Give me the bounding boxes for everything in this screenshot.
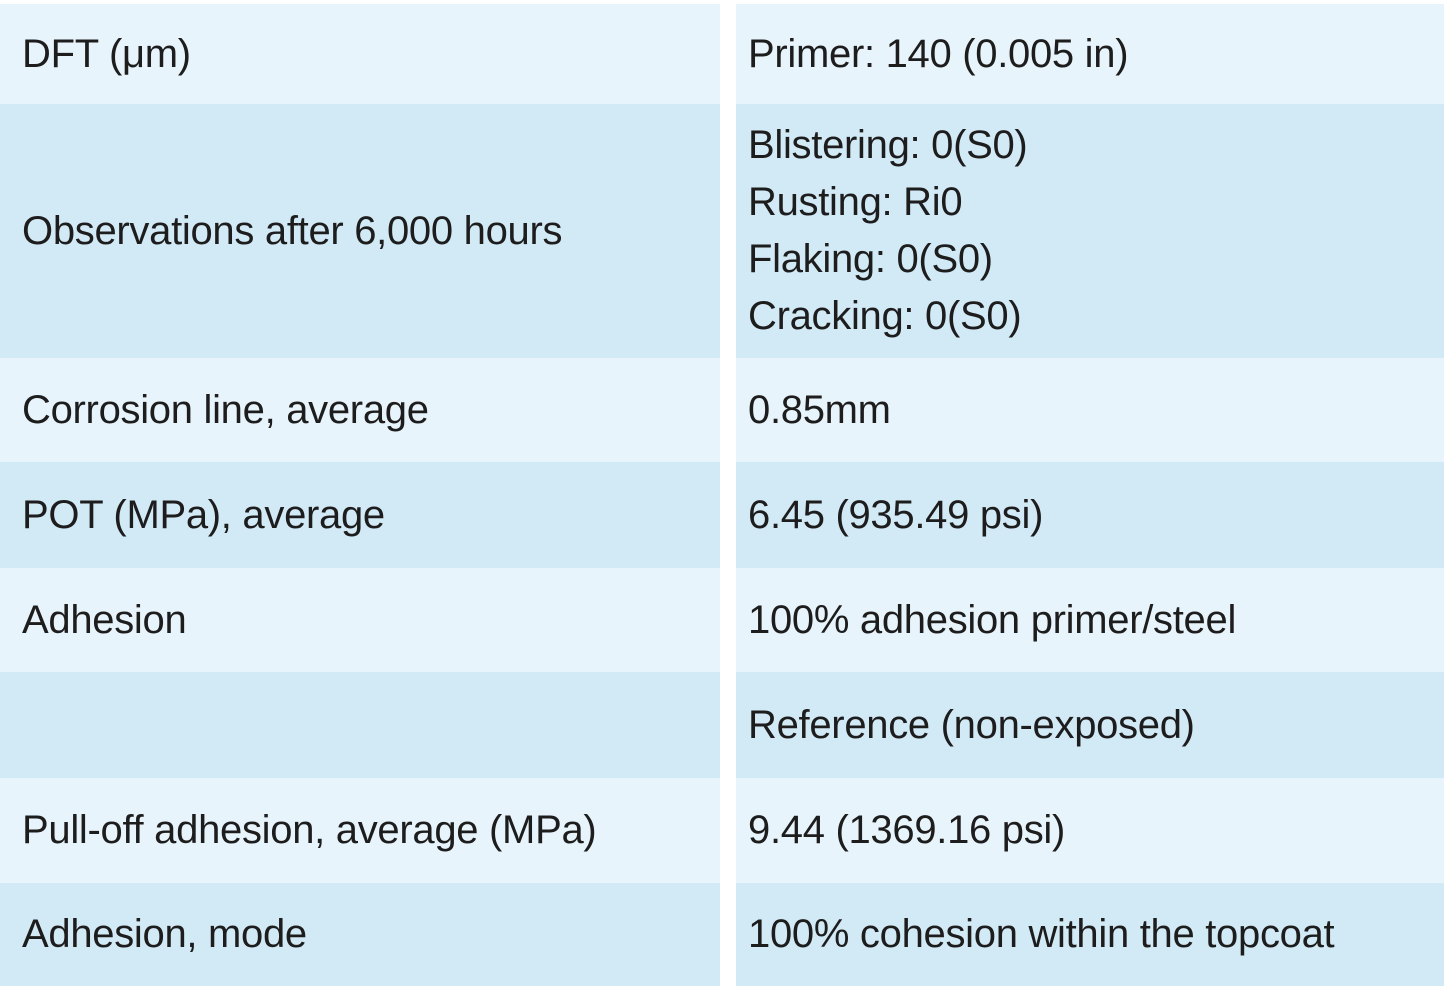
table-row: Corrosion line, average 0.85mm [0, 358, 1444, 462]
row-label-cell: DFT (μm) [0, 4, 720, 104]
row-label-cell: Adhesion, mode [0, 883, 720, 986]
table-row: DFT (μm) Primer: 140 (0.005 in) [0, 4, 1444, 104]
row-value-cell: 6.45 (935.49 psi) [736, 462, 1444, 568]
row-value-cell: 100% cohesion within the topcoat [736, 883, 1444, 986]
row-label-cell: POT (MPa), average [0, 462, 720, 568]
row-value: 100% adhesion primer/steel [748, 597, 1237, 642]
row-value-cell: Reference (non-exposed) [736, 672, 1444, 778]
table-row: Observations after 6,000 hours Blisterin… [0, 104, 1444, 358]
row-label: Pull-off adhesion, average (MPa) [22, 808, 597, 852]
row-label: POT (MPa), average [22, 492, 385, 537]
row-value-cell: 9.44 (1369.16 psi) [736, 778, 1444, 883]
row-value: 100% cohesion within the topcoat [748, 912, 1335, 956]
row-value: 9.44 (1369.16 psi) [748, 808, 1066, 852]
row-label: DFT (μm) [22, 31, 191, 76]
table-row: Pull-off adhesion, average (MPa) 9.44 (1… [0, 778, 1444, 883]
row-label-cell: Corrosion line, average [0, 358, 720, 462]
row-label-cell: Adhesion [0, 568, 720, 672]
row-value: Primer: 140 (0.005 in) [748, 31, 1129, 76]
row-label: Adhesion [22, 597, 187, 642]
row-value-line: Flaking: 0(S0) [748, 237, 993, 281]
row-value-cell: Blistering: 0(S0) Rusting: Ri0 Flaking: … [736, 104, 1444, 358]
row-value-cell: 100% adhesion primer/steel [736, 568, 1444, 672]
row-value-cell: 0.85mm [736, 358, 1444, 462]
row-value: 6.45 (935.49 psi) [748, 492, 1044, 537]
row-label: Observations after 6,000 hours [22, 208, 563, 253]
row-label-cell [0, 672, 720, 778]
row-label-cell: Observations after 6,000 hours [0, 104, 720, 358]
table-row: Adhesion, mode 100% cohesion within the … [0, 883, 1444, 986]
row-value-line: Cracking: 0(S0) [748, 294, 1022, 338]
row-value-line: Rusting: Ri0 [748, 180, 963, 224]
row-label-cell: Pull-off adhesion, average (MPa) [0, 778, 720, 883]
row-label: Adhesion, mode [22, 912, 307, 956]
row-value: Reference (non-exposed) [748, 702, 1195, 747]
table-row: POT (MPa), average 6.45 (935.49 psi) [0, 462, 1444, 568]
row-value-line: Blistering: 0(S0) [748, 123, 1028, 167]
table-row: Adhesion 100% adhesion primer/steel [0, 568, 1444, 672]
table-row: Reference (non-exposed) [0, 672, 1444, 778]
row-value-cell: Primer: 140 (0.005 in) [736, 4, 1444, 104]
row-label: Corrosion line, average [22, 387, 429, 432]
row-value: 0.85mm [748, 387, 891, 432]
